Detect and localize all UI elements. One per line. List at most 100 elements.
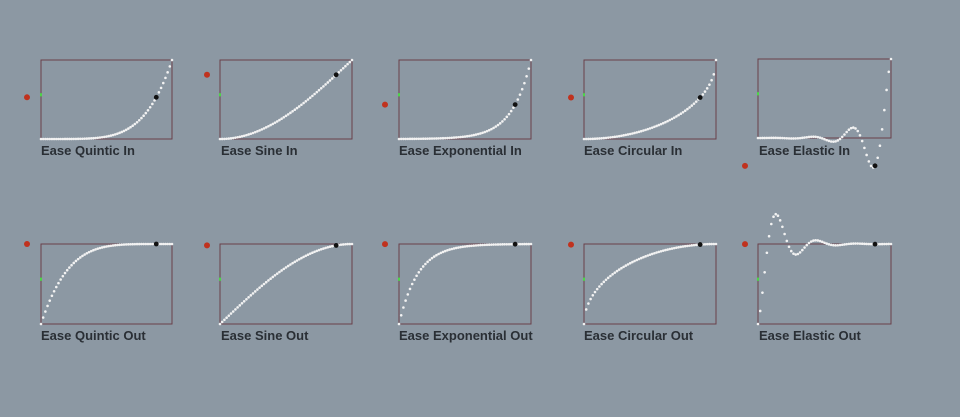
progress-marker <box>872 163 878 169</box>
curve-point <box>889 57 893 61</box>
curve-point <box>346 62 349 66</box>
curve-point <box>761 291 764 294</box>
curve-point <box>845 130 848 134</box>
curve-point <box>229 137 233 140</box>
curve-point <box>41 137 45 141</box>
curve-point <box>234 308 237 311</box>
curve-point <box>267 279 270 282</box>
curve-point <box>413 137 416 141</box>
curve-point <box>260 128 264 131</box>
curve-point <box>402 137 405 141</box>
curve-point <box>648 127 652 130</box>
curve-point <box>79 137 82 141</box>
curve-point <box>765 136 769 140</box>
curve-point <box>107 134 110 138</box>
curve-point <box>836 243 840 247</box>
curve-point <box>324 246 327 250</box>
curve-point <box>457 135 460 139</box>
curve-point <box>426 137 429 140</box>
curve-point <box>812 135 815 138</box>
curve-point <box>264 280 268 284</box>
curve-point <box>628 261 632 265</box>
curve-point <box>789 137 793 140</box>
curve-point <box>39 322 43 326</box>
curve-point <box>763 270 766 274</box>
curve-point <box>419 267 423 271</box>
curve-point <box>801 136 804 140</box>
curve-point <box>74 259 78 263</box>
curve-point <box>446 249 449 252</box>
curve-point <box>454 136 458 139</box>
curve-point <box>507 112 511 116</box>
curve-point <box>520 87 524 91</box>
curve-point <box>867 242 871 246</box>
progress-marker <box>697 242 703 247</box>
panel-exponential-in <box>382 58 533 141</box>
curve-point <box>109 244 113 248</box>
curve-point <box>525 242 528 246</box>
curve-point <box>642 129 645 132</box>
panel-circular-in <box>568 58 718 141</box>
curve-point <box>118 243 121 247</box>
curve-point <box>677 113 680 117</box>
curve-point <box>240 135 244 138</box>
curve-point <box>492 126 495 130</box>
curve-point <box>692 243 696 247</box>
curve-point <box>57 137 60 141</box>
curve-point <box>348 242 352 246</box>
curve-point <box>494 243 498 246</box>
curve-point <box>860 242 864 246</box>
curve-point <box>72 261 76 265</box>
curve-point <box>280 117 283 121</box>
curve-point <box>869 164 873 168</box>
curve-point <box>76 257 80 261</box>
curve-point <box>496 123 500 127</box>
curve-point <box>785 136 789 140</box>
value-indicator <box>24 241 30 247</box>
curve-point <box>339 69 343 72</box>
curve-point <box>622 265 625 269</box>
curve-point <box>668 247 672 251</box>
curve-point <box>344 242 347 246</box>
curve-point <box>503 243 506 246</box>
curve-point <box>796 137 800 140</box>
curve-point <box>527 242 531 246</box>
curve-point <box>620 266 623 270</box>
curve-point <box>823 137 826 141</box>
curve-point <box>637 130 641 134</box>
curve-point <box>413 278 416 281</box>
curve-point <box>602 280 606 284</box>
curve-point <box>256 288 259 291</box>
curve-point <box>129 125 132 129</box>
curve-point <box>148 105 152 109</box>
curve-point <box>863 242 866 246</box>
curve-point <box>644 128 647 132</box>
curve-point <box>809 240 813 243</box>
curve-point <box>758 136 762 140</box>
curve-point <box>816 239 820 242</box>
curve-point <box>776 136 780 140</box>
curve-point <box>133 242 137 246</box>
curve-point <box>168 65 172 68</box>
curve-point <box>410 282 414 286</box>
curve-point <box>593 137 597 141</box>
curve-point <box>439 251 443 255</box>
curve-point <box>410 137 414 141</box>
curve-point <box>631 260 634 264</box>
curve-point <box>94 248 97 251</box>
curve-point <box>631 132 634 135</box>
progress-marker <box>153 241 159 247</box>
curve-point <box>262 282 266 286</box>
curve-point <box>487 128 491 132</box>
curve-point <box>46 304 49 308</box>
curve-point <box>282 267 286 271</box>
curve-point <box>140 116 143 120</box>
curve-point <box>164 76 167 80</box>
curve-point <box>843 133 846 136</box>
curve-point <box>470 244 473 248</box>
curve-point <box>670 117 674 121</box>
graph-frame <box>219 243 353 325</box>
curve-point <box>664 120 667 124</box>
curve-point <box>679 245 683 249</box>
curve-point <box>137 242 141 246</box>
